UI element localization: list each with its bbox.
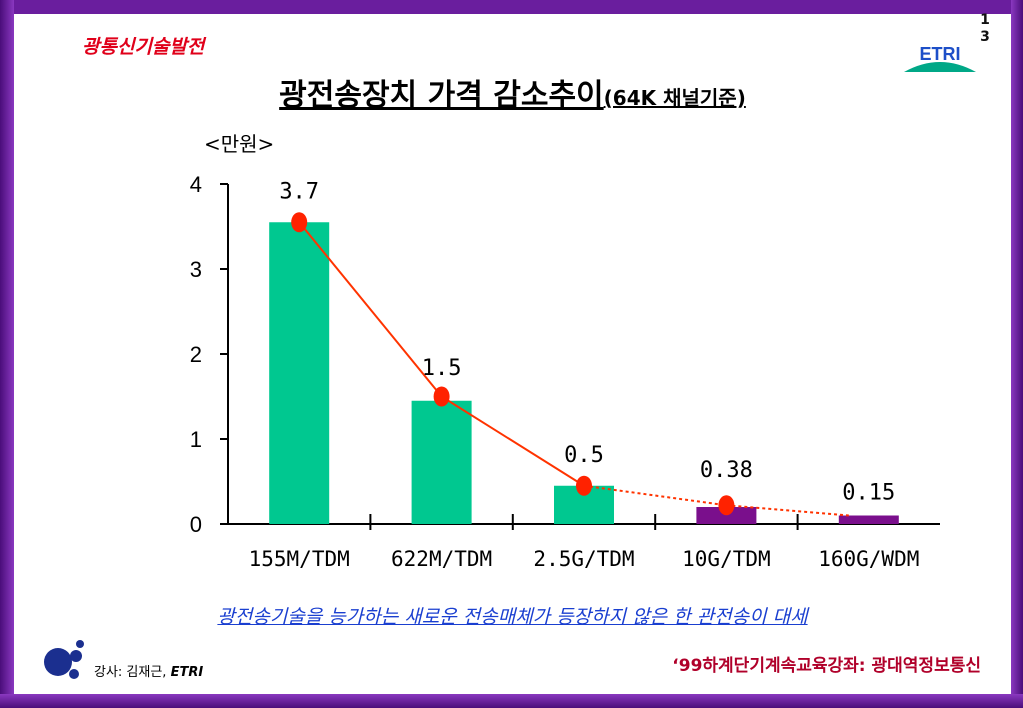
trend-segment — [441, 395, 585, 487]
slide-caption: 광전송기술을 능가하는 새로운 전송매체가 등장하지 않은 한 관전송이 대세 — [217, 606, 808, 628]
y-tick-label: 2 — [190, 342, 202, 367]
slide: 광통신기술발전 1 3 ETRI 광전송장치 가격 감소추이(64K 채널기준)… — [14, 12, 1011, 694]
data-label: 0.5 — [564, 443, 604, 468]
trend-point — [718, 495, 735, 516]
slide-title: 광전송장치 가격 감소추이(64K 채널기준) — [14, 70, 1011, 114]
x-tick-label: 10G/TDM — [682, 547, 771, 571]
bar — [411, 400, 472, 524]
unit-label: <만원> — [204, 132, 275, 156]
x-tick-label: 2.5G/TDM — [533, 547, 634, 571]
lecturer-logo-icon — [44, 640, 84, 679]
lecturer: 강사: 김재근, ETRI — [94, 665, 204, 680]
bar — [696, 507, 757, 524]
trend-segment — [298, 221, 443, 398]
y-tick-label: 1 — [190, 427, 202, 452]
page-number: 1 3 — [980, 12, 990, 45]
title-main: 광전송장치 가격 감소추이 — [279, 78, 604, 113]
course-title: ‘99하계단기계속교육강좌: 광대역정보통신 — [672, 656, 981, 676]
y-tick-label: 0 — [190, 512, 202, 537]
y-tick-label: 4 — [190, 172, 202, 197]
trend-point — [576, 475, 592, 496]
data-label: 1.5 — [422, 356, 462, 381]
bar — [838, 515, 899, 524]
title-sub: (64K 채널기준) — [603, 86, 746, 110]
frame-right — [1011, 0, 1023, 708]
data-label: 0.38 — [700, 458, 753, 483]
data-label: 3.7 — [279, 179, 319, 204]
slide-topic: 광통신기술발전 — [82, 36, 205, 58]
x-tick-label: 160G/WDM — [818, 547, 919, 571]
y-tick-label: 3 — [190, 257, 202, 282]
frame-bottom — [0, 694, 1023, 708]
etri-logo: ETRI — [904, 44, 976, 72]
x-tick-label: 155M/TDM — [249, 547, 350, 571]
price-chart: 0 1 2 3 4 155M/TDM 622M/TDM 2.5G/TDM 10G/TDM 160G… — [190, 172, 940, 571]
trend-point — [433, 386, 450, 407]
etri-logo-text: ETRI — [919, 44, 960, 64]
trend-segment — [726, 504, 849, 517]
frame-left — [0, 0, 14, 708]
data-label: 0.15 — [842, 481, 895, 506]
bar — [269, 222, 330, 524]
lecturer-org: ETRI — [170, 665, 204, 680]
trend-point — [291, 212, 308, 233]
x-tick-label: 622M/TDM — [391, 547, 492, 571]
